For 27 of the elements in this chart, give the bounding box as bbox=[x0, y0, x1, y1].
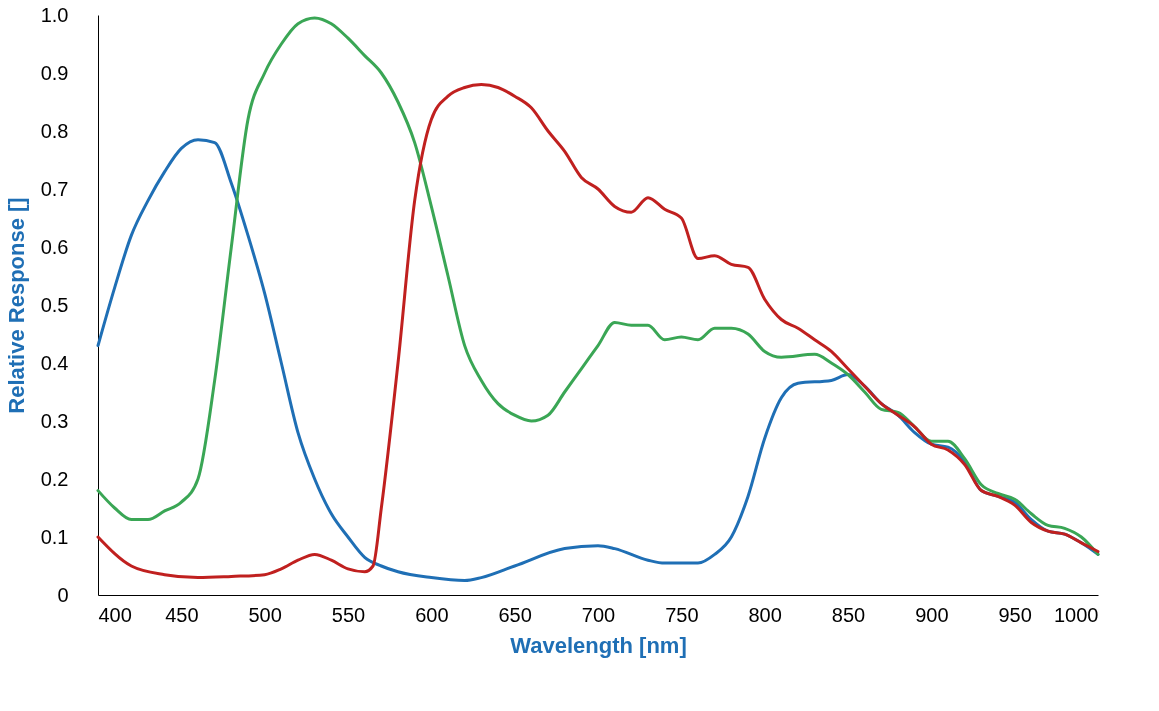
y-axis-title: Relative Response [] bbox=[3, 197, 29, 414]
x-tick-label: 650 bbox=[498, 603, 532, 626]
x-tick-label: 1000 bbox=[1054, 603, 1099, 626]
x-tick-label: 400 bbox=[98, 603, 132, 626]
y-tick-label: 0.4 bbox=[40, 351, 69, 374]
x-tick-label: 900 bbox=[915, 603, 949, 626]
x-tick-label: 950 bbox=[998, 603, 1032, 626]
line-series bbox=[96, 16, 1100, 556]
x-tick-label: 850 bbox=[831, 603, 866, 626]
y-tick-label: 0.3 bbox=[40, 409, 69, 432]
y-tick-label: 0 bbox=[57, 583, 69, 606]
y-tick-label: 0.9 bbox=[40, 61, 69, 84]
x-tick-label: 500 bbox=[248, 603, 282, 626]
y-tick-label: 0.7 bbox=[40, 177, 69, 200]
x-tick-label: 450 bbox=[165, 603, 199, 626]
x-tick-label: 800 bbox=[748, 603, 782, 626]
y-tick-label: 0.6 bbox=[40, 235, 69, 258]
x-tick-label: 750 bbox=[665, 603, 699, 626]
y-tick-label: 0.5 bbox=[40, 293, 69, 316]
x-tick-label: 600 bbox=[415, 603, 449, 626]
y-tick-label: 0.8 bbox=[40, 119, 69, 142]
y-tick-label: 0.1 bbox=[40, 525, 69, 548]
x-tick-label: 550 bbox=[331, 603, 366, 626]
y-tick-label: 0.2 bbox=[40, 467, 69, 490]
x-axis-title: Wavelength [nm] bbox=[510, 632, 687, 658]
y-tick-label: 1.0 bbox=[40, 3, 69, 26]
x-tick-label: 700 bbox=[581, 603, 616, 626]
